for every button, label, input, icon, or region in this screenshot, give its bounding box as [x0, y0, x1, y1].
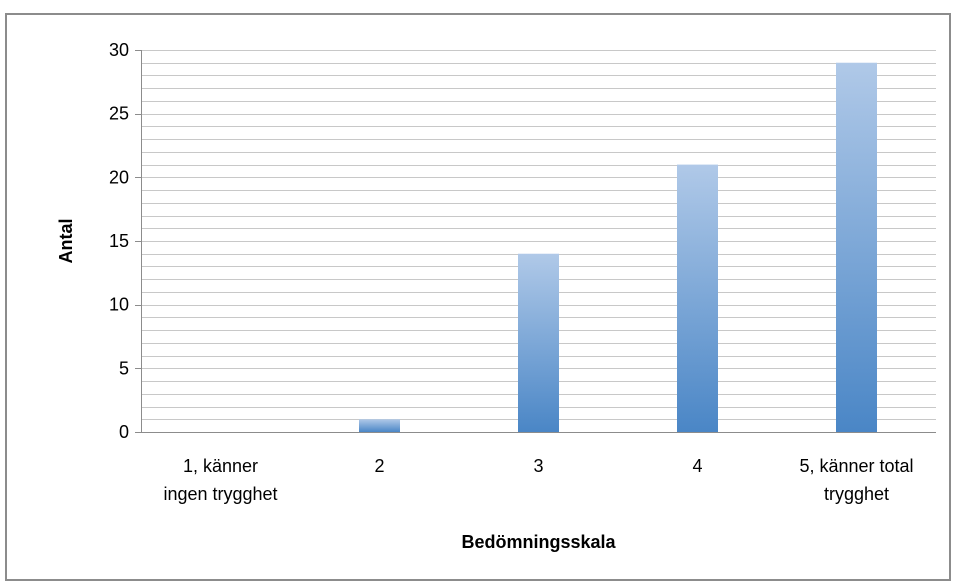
- chart-frame: [5, 13, 951, 581]
- y-tick-label: 15: [109, 231, 129, 251]
- bar: [836, 62, 877, 432]
- y-tick-label: 25: [109, 104, 129, 124]
- y-tick-label: 0: [119, 422, 129, 442]
- bar: [677, 164, 718, 432]
- x-tick-label: 1, känner: [183, 456, 258, 476]
- axes: [135, 50, 936, 433]
- bars: [359, 62, 877, 432]
- x-tick-label: 2: [374, 456, 384, 476]
- y-tick-label: 5: [119, 358, 129, 378]
- x-tick-label: 5, känner total: [799, 456, 913, 476]
- y-tick-label: 10: [109, 295, 129, 315]
- x-tick-label: 3: [533, 456, 543, 476]
- y-tick-label: 30: [109, 40, 129, 60]
- bar: [518, 253, 559, 432]
- x-axis-title: Bedömningsskala: [461, 532, 616, 552]
- y-axis-title: Antal: [56, 219, 76, 264]
- x-tick-label: ingen trygghet: [163, 484, 277, 504]
- x-tick-label: 4: [692, 456, 702, 476]
- y-tick-label: 20: [109, 167, 129, 187]
- x-tick-label: trygghet: [824, 484, 889, 504]
- y-tick-labels: 0 5 10 15 20 25 30: [109, 40, 129, 442]
- bar: [359, 419, 400, 432]
- x-tick-labels: 1, känner ingen trygghet 2 3 4 5, känner tota…: [163, 456, 913, 504]
